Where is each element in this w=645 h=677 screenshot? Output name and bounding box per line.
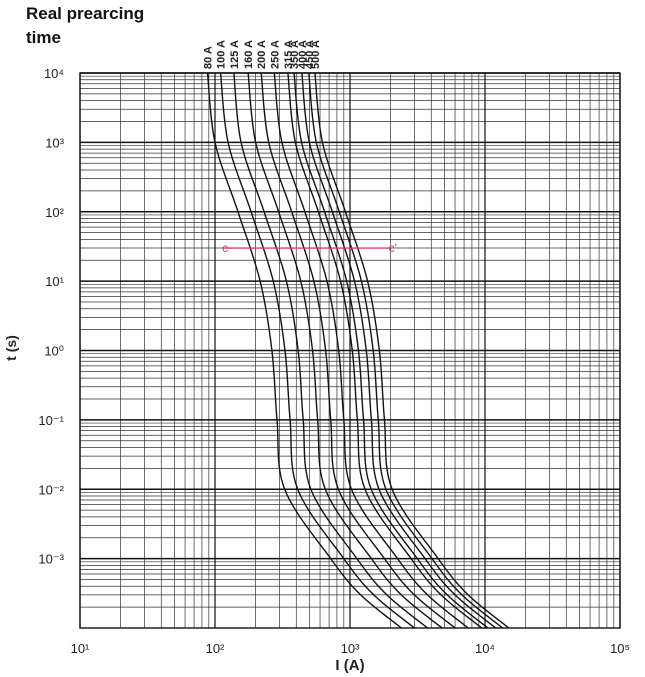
series-label: 100 A — [216, 40, 228, 69]
series-label: 500 A — [310, 40, 322, 69]
series-label: 350 A — [289, 40, 301, 69]
fuse-curve — [308, 72, 504, 629]
series-label: 160 A — [243, 40, 255, 69]
fuse-curve — [206, 72, 402, 629]
fuse-curve — [233, 72, 428, 629]
series-label: 80 A — [203, 46, 215, 69]
fuse-curve — [273, 72, 469, 629]
fuse-curve — [287, 72, 483, 629]
y-tick-label: 10² — [45, 205, 64, 220]
series-label: 250 A — [269, 40, 281, 69]
fuse-curve — [293, 72, 489, 629]
y-tick-label: 10⁰ — [44, 344, 64, 359]
y-tick-label: 10⁻³ — [38, 552, 64, 567]
y-tick-label: 10¹ — [45, 274, 64, 289]
fuse-curve — [219, 72, 415, 629]
y-tick-label: 10³ — [45, 135, 64, 150]
series-label: 400 A — [297, 40, 309, 69]
y-tick-label: 10⁴ — [44, 66, 64, 81]
annotation-label: c — [222, 241, 228, 255]
fuse-curve — [247, 72, 443, 629]
y-tick-label: 10⁻² — [38, 482, 64, 497]
x-axis-label: I (A) — [335, 657, 364, 674]
y-axis-label: t (s) — [3, 335, 19, 361]
x-tick-label: 10² — [206, 641, 225, 656]
fuse-curve — [260, 72, 456, 629]
chart-title: Real prearcing time — [26, 4, 145, 47]
x-tick-label: 10⁵ — [610, 641, 630, 656]
series-label: 200 A — [256, 40, 268, 69]
fuse-curve — [301, 72, 497, 629]
x-tick-label: 10³ — [341, 641, 360, 656]
y-tick-label: 10⁻¹ — [38, 413, 64, 428]
x-tick-label: 10⁴ — [475, 641, 495, 656]
x-tick-label: 10¹ — [71, 641, 90, 656]
series-label: 125 A — [229, 40, 241, 69]
series-label: 315 A — [283, 40, 295, 69]
series-label: 450 A — [304, 40, 316, 69]
annotation-label: c' — [389, 241, 397, 255]
fuse-curve — [314, 72, 510, 629]
plot-frame — [79, 72, 621, 629]
